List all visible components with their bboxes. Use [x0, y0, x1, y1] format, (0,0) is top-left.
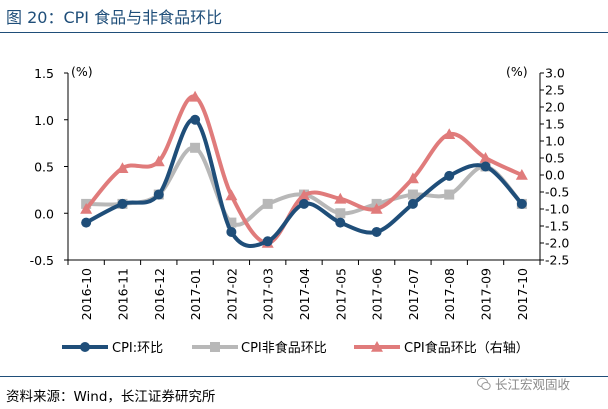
x-tick-label: 2017-03 — [261, 268, 276, 320]
wechat-icon — [477, 377, 491, 390]
left-axis-ticks: 1.5 1.0 0.5 0.0 -0.5 — [30, 66, 68, 268]
x-tick-label: 2017-09 — [479, 268, 494, 320]
series-1 — [81, 142, 527, 228]
data-point-circle — [444, 170, 455, 181]
left-tick-label: 1.0 — [34, 113, 54, 128]
data-point-triangle — [371, 341, 383, 352]
left-tick-label: 1.5 — [34, 66, 54, 81]
data-point-circle — [480, 161, 491, 172]
left-tick-label: 0.0 — [34, 206, 54, 221]
series-line — [85, 117, 524, 248]
data-point-triangle — [80, 203, 93, 214]
data-point-circle — [190, 114, 201, 125]
series-lines — [80, 90, 528, 248]
watermark: 长江宏观固收 — [477, 374, 570, 393]
series-line — [86, 145, 524, 227]
chart: 1.5 1.0 0.5 0.0 -0.5 3.0 2.5 2.0 1.5 1.0 0.5 0.0 -0… — [30, 64, 570, 356]
right-tick-label: -2.0 — [545, 236, 569, 251]
right-tick-label: 2.5 — [545, 83, 565, 98]
left-tick-label: 0.5 — [34, 160, 54, 175]
data-point-triangle — [515, 169, 528, 180]
data-point-triangle — [479, 152, 492, 163]
data-point-triangle — [370, 203, 383, 214]
right-tick-label: -1.5 — [545, 219, 569, 234]
footer-divider — [0, 376, 608, 377]
right-tick-label: -0.5 — [545, 185, 569, 200]
right-tick-label: -1.0 — [545, 202, 569, 217]
data-point-circle — [117, 198, 128, 209]
data-point-square — [262, 198, 273, 209]
data-point-triangle — [225, 189, 238, 201]
data-point-circle — [262, 236, 273, 247]
watermark-text: 长江宏观固收 — [495, 377, 571, 392]
right-axis-ticks: 3.0 2.5 2.0 1.5 1.0 0.5 0.0 -0.5 -1.0 -1.5 -2.0 -2.… — [540, 66, 569, 268]
right-axis-unit: (%) — [506, 64, 528, 79]
data-point-circle — [299, 198, 309, 209]
x-tick-label: 2017-04 — [297, 268, 312, 320]
legend-label: CPI食品环比（右轴） — [404, 340, 529, 356]
x-tick-label: 2017-07 — [406, 268, 421, 320]
data-point-square — [190, 142, 201, 153]
series-0 — [81, 114, 527, 248]
data-point-square — [335, 208, 346, 219]
x-axis-ticks: 2016-10 2016-11 2016-12 2017-01 2017-02 2017-… — [67, 260, 541, 320]
data-point-circle — [371, 226, 382, 237]
right-tick-label: 0.0 — [545, 168, 565, 183]
x-tick-label: 2017-01 — [188, 268, 203, 320]
data-point-triangle — [406, 172, 419, 184]
series-line — [84, 94, 523, 245]
right-tick-label: -2.5 — [545, 253, 569, 268]
x-tick-label: 2016-10 — [79, 268, 94, 320]
data-point-circle — [335, 217, 346, 228]
legend: CPI:环比 CPI非食品环比 CPI食品环比（右轴） — [62, 340, 529, 356]
x-tick-label: 2016-12 — [152, 268, 167, 320]
x-tick-label: 2016-11 — [115, 268, 130, 320]
data-point-square — [407, 189, 418, 200]
x-tick-label: 2017-05 — [333, 268, 348, 320]
right-tick-label: 0.5 — [545, 151, 565, 166]
legend-label: CPI非食品环比 — [241, 340, 327, 356]
data-point-triangle — [189, 90, 202, 102]
x-tick-label: 2017-10 — [515, 268, 530, 320]
data-point-circle — [81, 217, 92, 228]
data-point-circle — [153, 189, 164, 200]
left-axis-unit: (%) — [71, 64, 93, 79]
data-point-square — [444, 189, 455, 200]
legend-label: CPI:环比 — [112, 341, 163, 356]
x-tick-label: 2017-08 — [442, 268, 457, 320]
data-point-circle — [407, 198, 418, 209]
data-point-circle — [80, 342, 90, 352]
data-point-triangle — [334, 192, 347, 204]
title-divider — [0, 32, 608, 33]
data-point-square — [210, 342, 220, 352]
data-point-triangle — [443, 128, 456, 139]
data-point-triangle — [152, 155, 165, 167]
page-title: 图 20：CPI 食品与非食品环比 — [6, 8, 223, 27]
data-point-square — [226, 217, 237, 228]
data-point-circle — [516, 198, 527, 209]
data-point-triangle — [298, 189, 310, 201]
source-note: 资料来源：Wind，长江证券研究所 — [6, 389, 216, 405]
left-tick-label: -0.5 — [30, 253, 54, 268]
right-tick-label: 3.0 — [545, 66, 565, 81]
data-point-triangle — [116, 162, 129, 173]
x-tick-label: 2017-02 — [224, 268, 239, 320]
right-tick-label: 1.5 — [545, 117, 565, 132]
x-tick-label: 2017-06 — [370, 268, 385, 320]
right-tick-label: 2.0 — [545, 100, 565, 115]
data-point-circle — [226, 226, 237, 237]
right-tick-label: 1.0 — [545, 134, 565, 149]
